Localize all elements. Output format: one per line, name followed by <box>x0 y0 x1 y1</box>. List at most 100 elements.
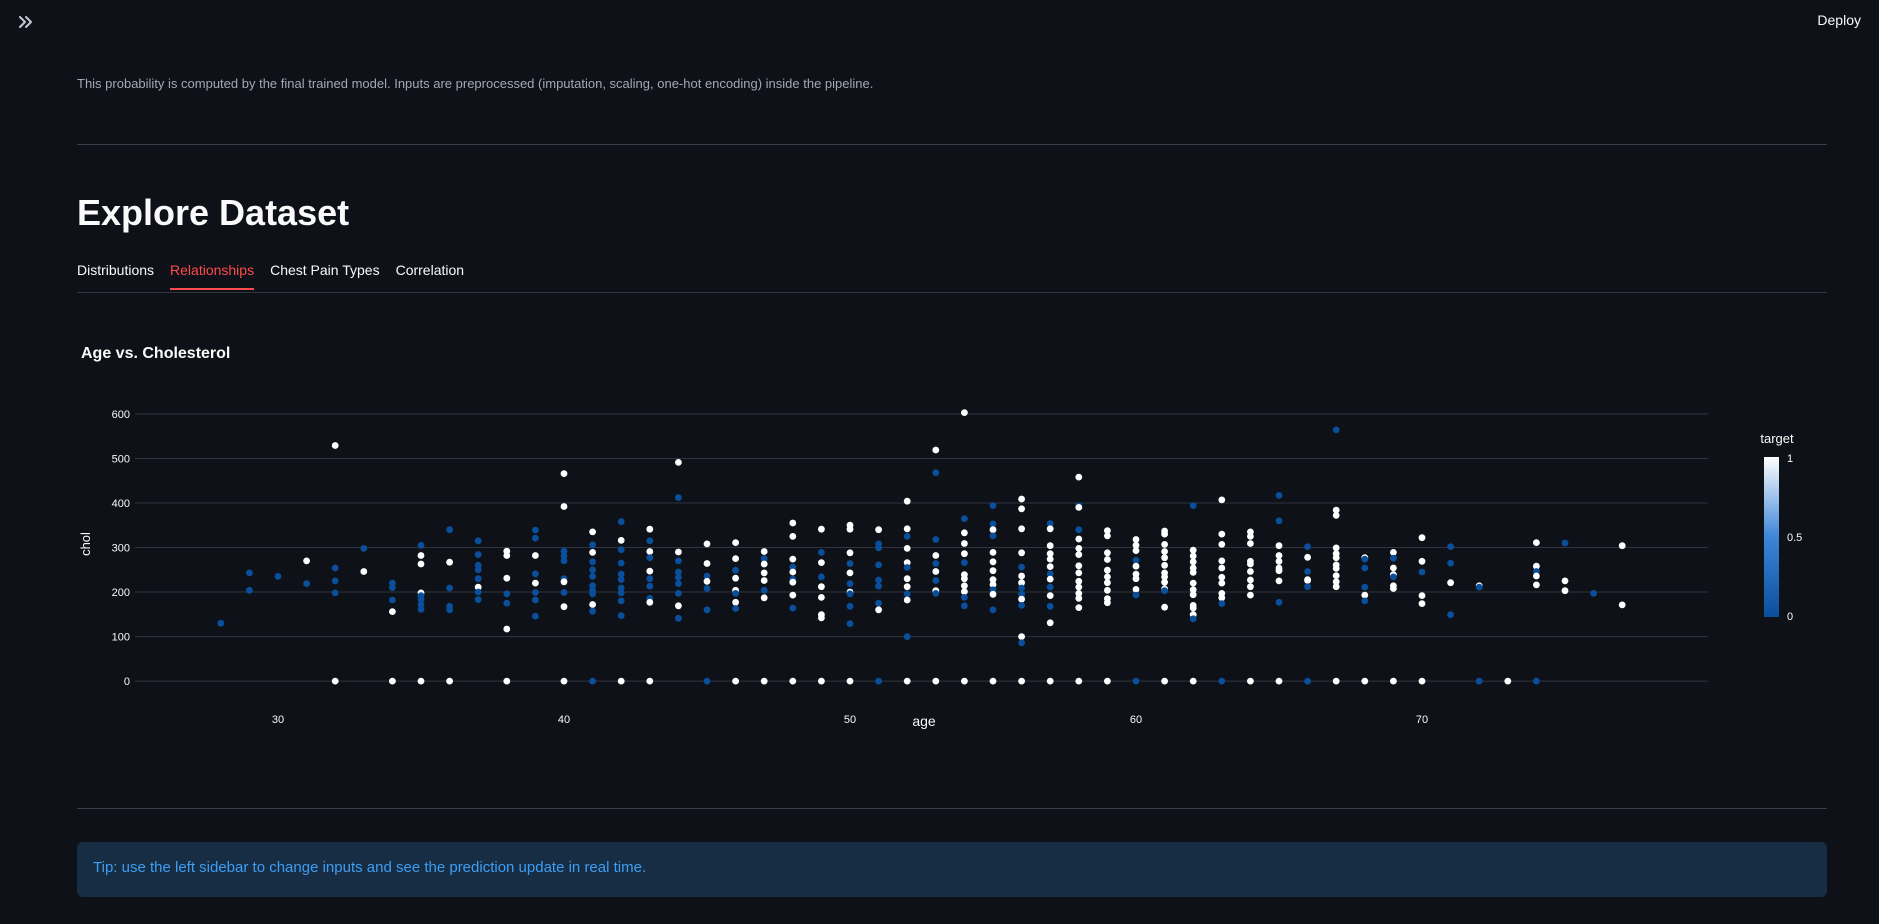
data-point <box>1046 570 1054 578</box>
data-point <box>1104 556 1111 563</box>
data-point <box>846 590 854 598</box>
data-point <box>789 604 797 612</box>
data-point <box>1332 506 1340 514</box>
data-point <box>1332 544 1340 552</box>
data-point <box>1075 677 1083 685</box>
data-point <box>789 677 797 685</box>
data-point <box>989 520 997 528</box>
data-point <box>1018 602 1025 609</box>
data-point <box>1218 579 1226 587</box>
data-point <box>1418 600 1426 607</box>
data-point <box>732 605 739 612</box>
data-point <box>818 549 825 556</box>
data-point <box>1618 542 1626 550</box>
colorbar-tick-0: 0 <box>1787 611 1793 623</box>
data-point <box>1218 530 1226 538</box>
data-point <box>932 552 940 559</box>
data-point <box>532 534 539 542</box>
data-point <box>1189 546 1197 554</box>
data-point <box>1533 581 1540 589</box>
data-point <box>331 442 339 449</box>
data-point <box>1018 677 1025 685</box>
data-point <box>903 596 911 604</box>
data-point <box>1075 535 1083 543</box>
data-point <box>503 574 511 582</box>
data-point <box>703 677 711 685</box>
data-point <box>646 567 654 575</box>
tab-relationships[interactable]: Relationships <box>170 262 255 290</box>
data-point <box>1161 603 1168 611</box>
data-point <box>1018 525 1025 533</box>
data-point <box>589 549 596 556</box>
data-point <box>903 497 911 505</box>
data-point <box>646 554 654 562</box>
data-point <box>503 599 511 607</box>
data-point <box>732 574 739 582</box>
data-point <box>474 575 482 583</box>
data-point <box>789 591 797 599</box>
data-point <box>417 601 425 608</box>
data-point <box>846 677 854 685</box>
colorbar-gradient <box>1764 457 1779 617</box>
data-point <box>675 494 682 501</box>
tab-correlation[interactable]: Correlation <box>395 262 465 278</box>
data-point <box>1104 527 1111 534</box>
data-point <box>503 590 511 598</box>
data-point <box>846 569 854 577</box>
data-point <box>903 590 911 598</box>
data-point <box>1332 677 1340 685</box>
tab-distributions[interactable]: Distributions <box>77 262 155 278</box>
data-point <box>1189 604 1197 612</box>
data-point <box>1304 543 1311 550</box>
data-point <box>703 577 711 585</box>
data-point <box>617 570 625 578</box>
deploy-button[interactable]: Deploy <box>1817 12 1861 28</box>
data-point <box>1132 562 1140 570</box>
tip-box: Tip: use the left sidebar to change inpu… <box>77 842 1827 897</box>
data-point <box>1018 633 1025 640</box>
divider <box>77 144 1827 145</box>
data-point <box>875 677 882 685</box>
data-point <box>1275 542 1283 550</box>
data-point <box>303 580 310 587</box>
data-point <box>675 548 682 556</box>
data-point <box>1247 677 1254 685</box>
data-point <box>989 677 997 685</box>
data-point <box>1161 530 1168 538</box>
data-point <box>1418 568 1426 576</box>
data-point <box>1275 552 1283 559</box>
data-point <box>474 566 482 574</box>
data-point <box>875 576 882 584</box>
data-point <box>331 577 339 585</box>
data-point <box>589 558 596 566</box>
data-point <box>1018 549 1025 557</box>
data-point <box>732 590 739 597</box>
tab-chest-pain-types[interactable]: Chest Pain Types <box>270 262 380 278</box>
data-point <box>903 559 911 566</box>
data-point <box>1189 552 1197 560</box>
data-point <box>1075 569 1083 577</box>
data-point <box>1075 526 1083 534</box>
data-point <box>961 588 968 595</box>
data-point <box>961 582 968 590</box>
data-point <box>818 525 825 533</box>
data-point <box>1218 594 1226 602</box>
data-point <box>1046 575 1054 583</box>
data-point <box>1046 520 1054 527</box>
data-point <box>1104 566 1111 574</box>
data-point <box>903 525 911 533</box>
data-point <box>903 677 911 685</box>
sidebar-toggle-icon[interactable] <box>18 12 42 32</box>
data-point <box>789 555 797 563</box>
data-point <box>760 594 768 602</box>
data-point <box>389 608 396 615</box>
data-point <box>389 677 396 685</box>
data-point <box>589 573 596 580</box>
data-point <box>1132 541 1140 549</box>
data-point <box>818 677 825 685</box>
tab-bar: Distributions Relationships Chest Pain T… <box>77 262 464 290</box>
data-point <box>532 589 539 596</box>
x-tick-labels: 30 40 50 60 70 <box>272 714 1428 726</box>
y-tick-label: 100 <box>112 632 130 644</box>
